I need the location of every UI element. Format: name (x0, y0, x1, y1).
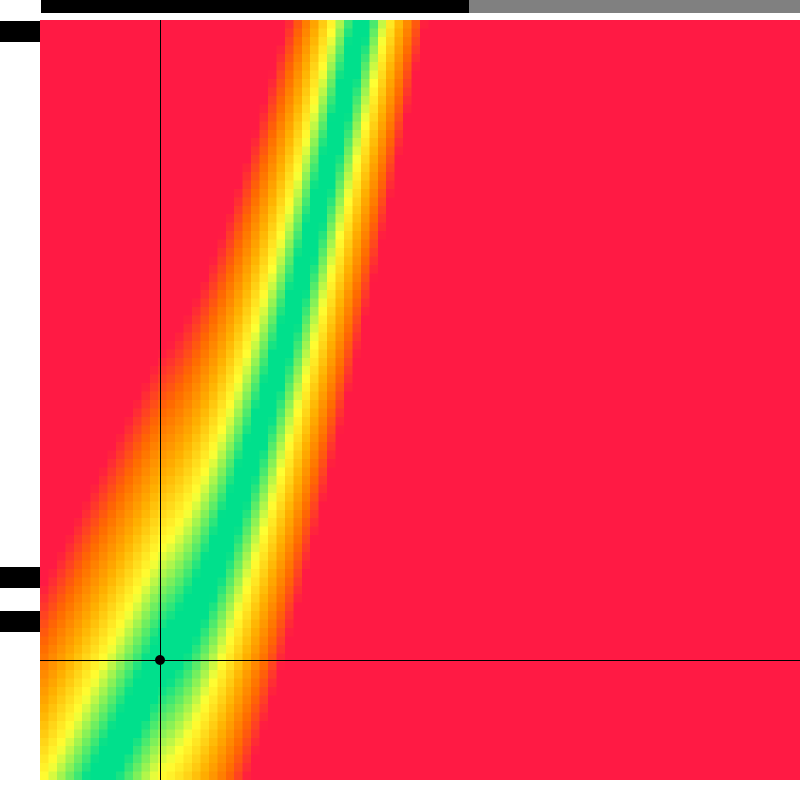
origin-marker (155, 655, 165, 665)
x-axis-line (40, 660, 800, 661)
left-tick-1 (0, 567, 40, 588)
left-tick-2 (0, 611, 40, 632)
left-tick-0 (0, 21, 40, 42)
top-black-bar (41, 0, 469, 13)
y-axis-line (160, 20, 161, 780)
top-gray-bar (469, 0, 800, 13)
heatmap-canvas (40, 20, 800, 780)
